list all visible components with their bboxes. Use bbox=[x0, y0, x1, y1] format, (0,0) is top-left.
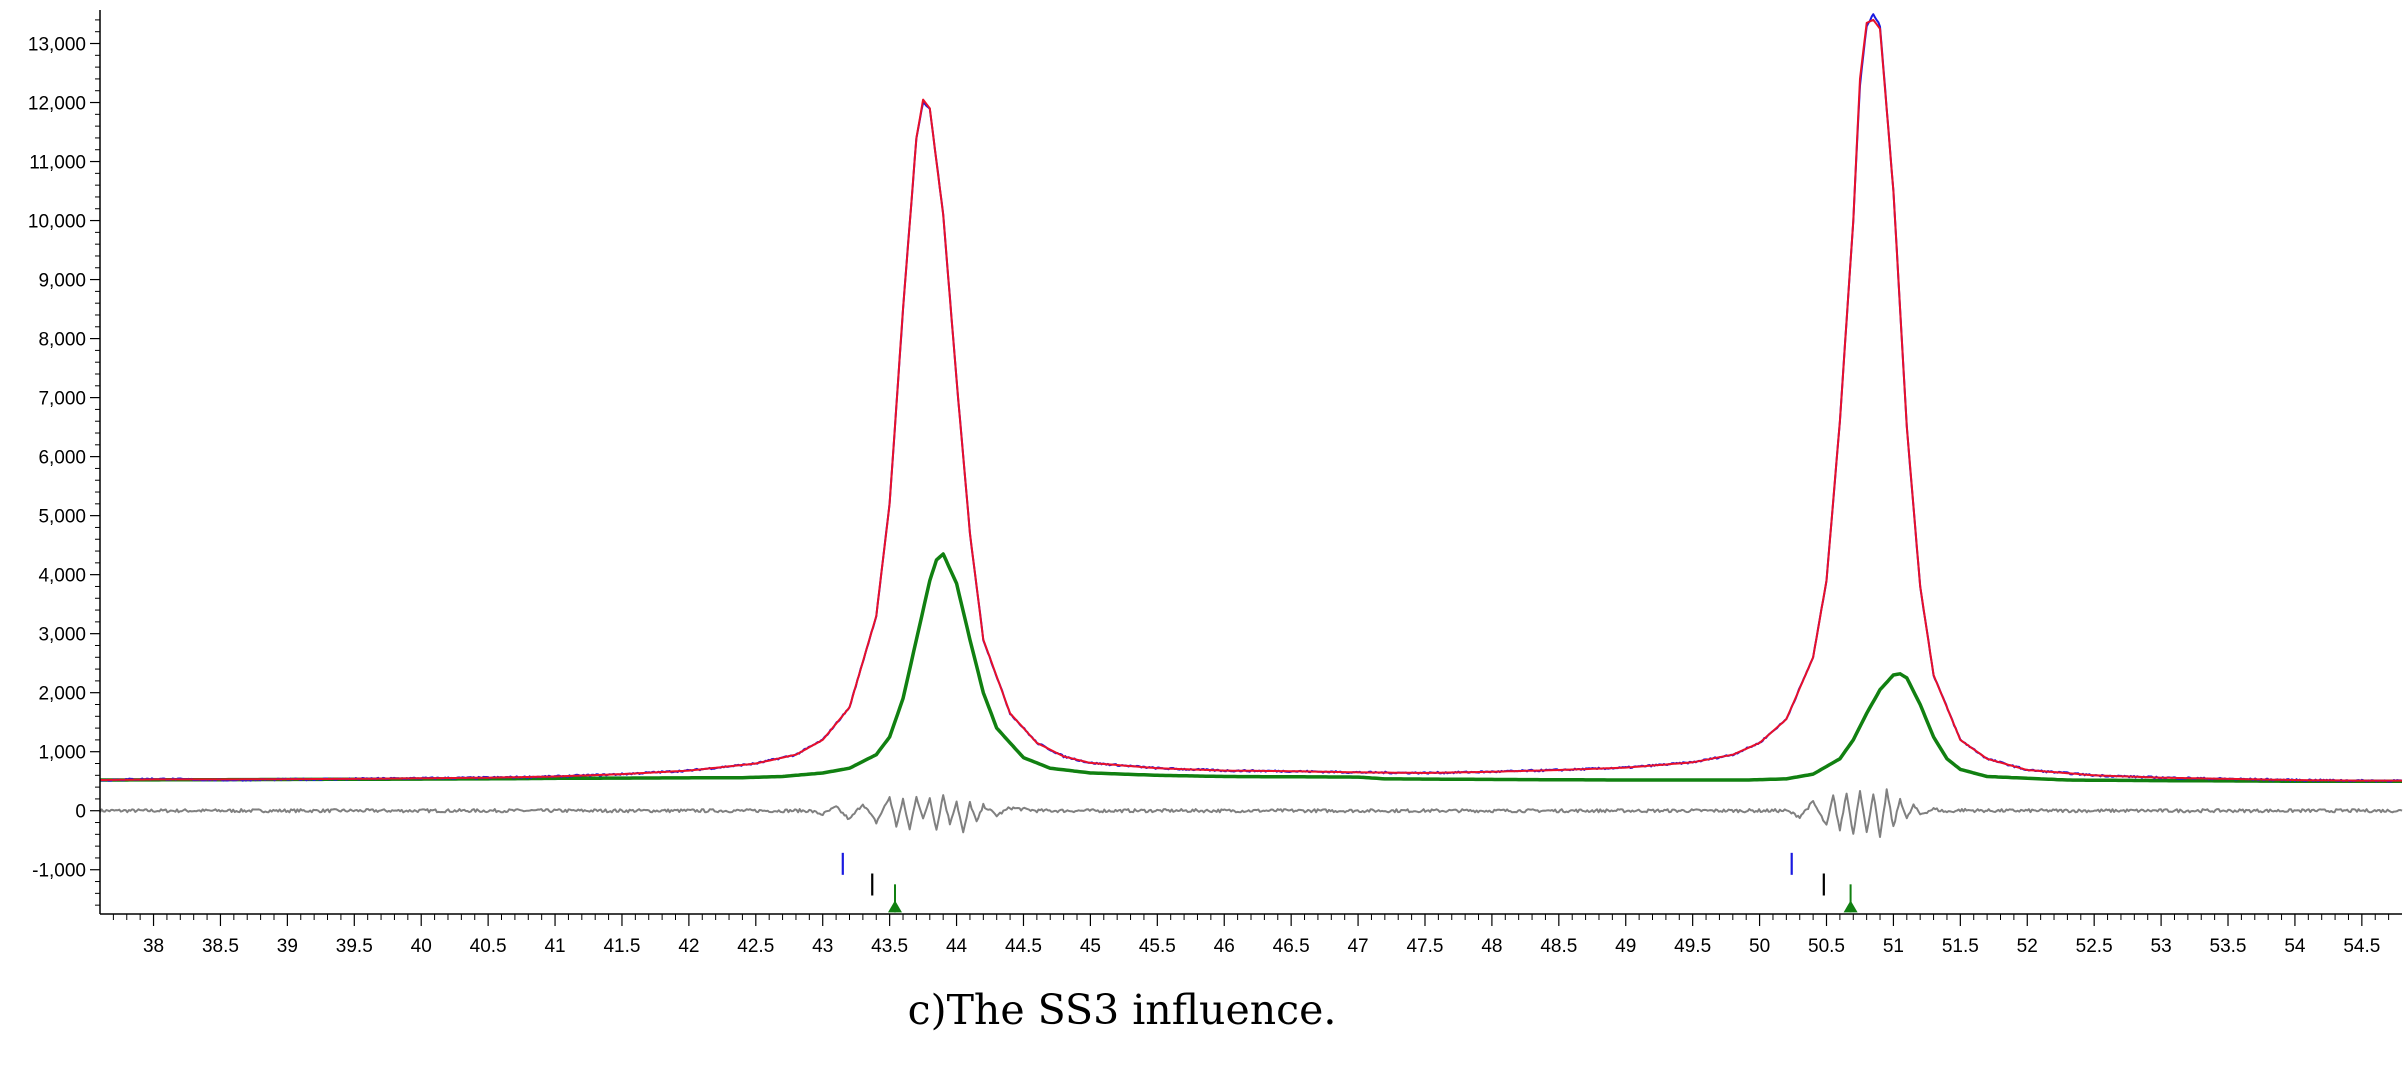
difference-profile-line bbox=[99, 788, 2403, 838]
y-tick-label: 0 bbox=[75, 802, 86, 823]
y-tick-label: 2,000 bbox=[38, 684, 86, 705]
x-tick-label: 39 bbox=[277, 936, 298, 957]
x-tick-label: 53.5 bbox=[2210, 936, 2247, 957]
calculated-profile-line bbox=[100, 18, 2402, 782]
x-tick-label: 43.5 bbox=[871, 936, 908, 957]
x-tick-label: 51 bbox=[1883, 936, 1904, 957]
y-tick-label: 4,000 bbox=[38, 566, 86, 587]
reflection-markers-layer bbox=[841, 852, 1858, 913]
y-tick-label: -1,000 bbox=[32, 861, 86, 882]
x-tick-label: 38 bbox=[143, 936, 164, 957]
chart-container: -1,000 0 1,000 2,000 3,000 4,000 5,000 6,000 7,0… bbox=[28, 10, 2403, 957]
x-tick-label: 54.5 bbox=[2343, 936, 2380, 957]
x-tick-label: 54 bbox=[2284, 936, 2306, 957]
x-tick-label: 47.5 bbox=[1406, 936, 1443, 957]
x-tick-label: 50 bbox=[1749, 936, 1770, 957]
x-tick-label: 50.5 bbox=[1808, 936, 1845, 957]
x-tick-label: 42.5 bbox=[737, 936, 774, 957]
series-layer bbox=[99, 13, 2403, 838]
y-tick-label: 8,000 bbox=[38, 330, 86, 351]
x-tick-label: 41.5 bbox=[603, 936, 640, 957]
y-tick-label: 7,000 bbox=[38, 389, 86, 410]
x-tick-label: 46 bbox=[1214, 936, 1235, 957]
x-tick-label: 45.5 bbox=[1139, 936, 1176, 957]
phase-profile-line bbox=[100, 552, 2402, 783]
x-tick-label: 52.5 bbox=[2076, 936, 2113, 957]
x-tick-label: 47 bbox=[1347, 936, 1368, 957]
x-tick-label: 49 bbox=[1615, 936, 1636, 957]
axes-layer: -1,000 0 1,000 2,000 3,000 4,000 5,000 6,000 7,0… bbox=[28, 10, 2402, 957]
y-tick-label: 13,000 bbox=[28, 35, 86, 56]
reflection-marker-green-triangle bbox=[1843, 900, 1858, 913]
x-tick-label: 45 bbox=[1080, 936, 1101, 957]
x-tick-label: 42 bbox=[678, 936, 699, 957]
x-tick-label: 44 bbox=[946, 936, 968, 957]
x-tick-label: 43 bbox=[812, 936, 833, 957]
y-tick-label: 10,000 bbox=[28, 212, 86, 233]
y-tick-label: 6,000 bbox=[38, 448, 86, 469]
x-tick-label: 49.5 bbox=[1674, 936, 1711, 957]
x-tick-label: 40 bbox=[411, 936, 432, 957]
x-tick-label: 44.5 bbox=[1005, 936, 1042, 957]
x-tick-label: 48.5 bbox=[1540, 936, 1577, 957]
x-tick-label: 51.5 bbox=[1942, 936, 1979, 957]
y-tick-label: 12,000 bbox=[28, 94, 86, 115]
y-tick-label: 9,000 bbox=[38, 271, 86, 292]
x-tick-label: 48 bbox=[1481, 936, 1502, 957]
x-tick-label: 46.5 bbox=[1273, 936, 1310, 957]
reflection-marker-green-triangle bbox=[887, 900, 902, 913]
figure-caption: c)The SS3 influence. bbox=[907, 986, 1337, 1034]
x-tick-label: 39.5 bbox=[336, 936, 373, 957]
x-tick-label: 38.5 bbox=[202, 936, 239, 957]
observed-profile-line bbox=[99, 13, 2403, 783]
y-tick-label: 1,000 bbox=[38, 743, 86, 764]
y-tick-label: 3,000 bbox=[38, 625, 86, 646]
xrd-refinement-chart: -1,000 0 1,000 2,000 3,000 4,000 5,000 6,000 7,0… bbox=[28, 10, 2403, 957]
y-tick-label: 11,000 bbox=[29, 153, 86, 174]
x-tick-label: 41 bbox=[544, 936, 565, 957]
y-tick-label: 5,000 bbox=[38, 507, 86, 528]
x-tick-label: 40.5 bbox=[470, 936, 507, 957]
x-tick-label: 52 bbox=[2017, 936, 2038, 957]
x-tick-label: 53 bbox=[2151, 936, 2172, 957]
